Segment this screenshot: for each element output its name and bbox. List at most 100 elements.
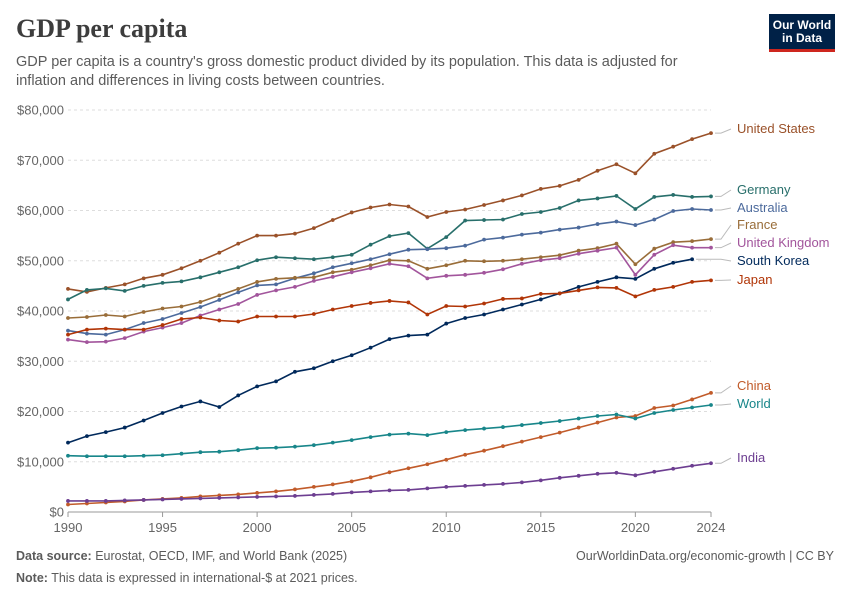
data-point-japan [255,314,260,319]
data-source-text: Eurostat, OECD, IMF, and World Bank (202… [95,549,348,563]
data-point-australia [463,243,468,248]
data-point-france [482,259,486,264]
data-point-france [255,279,260,284]
data-point-south-korea [633,276,638,281]
data-point-south-korea [274,379,278,384]
data-point-india [557,475,562,480]
data-point-south-korea [425,332,430,337]
data-point-india [519,480,524,485]
x-tick-label: 2024 [697,520,726,535]
data-point-france [293,275,297,280]
data-point-china [671,403,676,408]
data-point-japan [538,292,543,296]
data-point-united-states [501,198,505,203]
data-point-united-states [330,218,335,222]
data-point-france [368,263,373,268]
data-point-china [557,430,562,435]
x-tick-label: 2000 [243,520,272,535]
data-point-world [103,454,108,459]
data-point-france [85,315,89,319]
logo-line2: in Data [781,31,822,45]
y-tick-label: $70,000 [17,153,64,168]
y-tick-label: $80,000 [17,103,64,118]
data-point-south-korea [311,366,316,371]
data-point-australia [311,271,316,276]
data-point-south-korea [368,345,373,350]
data-point-china [576,425,581,430]
series-label-france: France [737,217,777,232]
data-point-south-korea [444,321,449,326]
data-point-india [160,497,165,502]
data-point-india [368,489,373,494]
data-point-india [709,461,713,466]
series-line-india[interactable] [68,462,712,502]
data-point-united-states [198,258,203,263]
data-point-united-kingdom [103,339,108,344]
line-chart: $0 $10,000 $20,000 $30,000 $40,000 $50,000 $60… [17,103,830,536]
data-point-united-kingdom [387,261,392,266]
data-point-japan [274,314,278,319]
data-point-united-states [444,210,449,214]
label-connector-france [715,224,732,240]
label-connector-india [715,457,732,464]
data-point-france [519,257,524,262]
data-point-germany [557,206,562,210]
data-point-japan [236,319,241,324]
data-point-united-kingdom [236,302,241,306]
label-connector-germany [715,189,732,197]
data-point-united-kingdom [557,256,562,261]
data-point-united-kingdom [425,276,430,281]
data-point-united-kingdom [444,273,449,278]
data-point-japan [141,327,146,332]
series-line-south-korea[interactable] [67,258,693,444]
x-tick-label: 2020 [621,520,650,535]
chart-axes: $0 $10,000 $20,000 $30,000 $40,000 $50,000 $60… [17,103,725,536]
data-point-australia [633,223,638,227]
data-point-china [406,466,411,471]
data-point-japan [387,299,392,303]
data-point-india [66,499,70,503]
data-point-france [179,304,184,309]
data-point-india [614,470,619,475]
data-point-germany [652,195,657,199]
data-point-japan [595,285,600,290]
data-point-world [519,423,524,427]
series-line-united-states[interactable] [67,132,712,293]
data-point-germany [671,193,676,197]
data-point-united-states [255,233,260,238]
data-point-france [122,314,127,319]
data-point-world [557,419,562,423]
data-point-germany [198,275,203,280]
data-point-south-korea [652,266,657,271]
data-point-south-korea [255,384,260,389]
data-point-united-states [690,137,694,142]
series-line-australia[interactable] [67,208,712,336]
data-point-china [444,457,449,462]
data-point-japan [406,300,411,305]
y-tick-label: $50,000 [17,253,64,268]
license-link[interactable]: OurWorldinData.org/economic-growth | CC … [576,549,834,563]
data-point-france [652,246,657,251]
data-point-germany [217,270,222,275]
data-point-japan [633,294,638,299]
data-point-united-states [633,171,638,176]
data-point-china [463,452,468,457]
logo-line1: Our World [772,18,832,32]
data-point-japan [66,332,70,337]
data-point-south-korea [690,257,694,262]
data-point-united-kingdom [463,272,468,277]
data-point-world [330,440,335,445]
owid-logo[interactable]: Our World in Data [769,14,835,52]
data-point-france [576,248,581,253]
data-point-germany [141,283,146,288]
data-point-united-kingdom [122,336,127,341]
series-line-china[interactable] [67,392,712,506]
data-point-france [671,240,676,245]
data-point-australia [425,247,430,252]
data-point-germany [274,255,278,260]
label-connector-south-korea [696,258,732,262]
data-point-india [85,499,89,503]
y-tick-label: $10,000 [17,454,64,469]
label-connector-united-kingdom [715,242,732,249]
data-point-world [444,430,449,435]
